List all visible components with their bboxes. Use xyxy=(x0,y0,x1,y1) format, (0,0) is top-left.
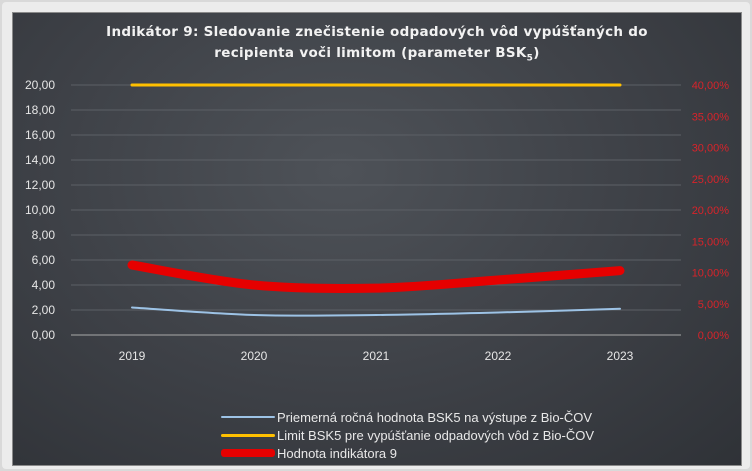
y-left-tick-label: 16,00 xyxy=(25,128,55,142)
y-left-tick-label: 6,00 xyxy=(32,253,56,267)
y-left-tick-label: 18,00 xyxy=(25,103,55,117)
x-tick-label: 2023 xyxy=(607,349,634,363)
chart-title-line2-main: recipienta voči limitom (parameter BSK xyxy=(214,45,527,61)
legend-label-bsk5-limit: Limit BSK5 pre vypúšťanie odpadových vôd… xyxy=(277,427,595,443)
line-chart: 0,00 2,00 4,00 6,00 8,00 10,00 12,00 14,00 16,00… xyxy=(25,78,730,363)
y-left-tick-label: 12,00 xyxy=(25,178,55,192)
y-left-tick-label: 8,00 xyxy=(32,228,56,242)
y-right-tick-label: 0,00% xyxy=(698,330,729,342)
y-right-tick-label: 20,00% xyxy=(692,205,730,217)
legend-label-indicator: Hodnota indikátora 9 xyxy=(277,445,397,461)
y-right-tick-label: 25,00% xyxy=(692,174,730,186)
y-right-tick-label: 15,00% xyxy=(692,236,730,248)
series-line-bsk5-value xyxy=(131,306,621,317)
chart-legend: Priemerná ročná hodnota BSK5 na výstupe … xyxy=(221,408,594,462)
x-tick-label: 2021 xyxy=(363,349,390,363)
y-right-tick-label: 30,00% xyxy=(692,143,730,155)
chart-title-line1: Indikátor 9: Sledovanie znečistenie odpa… xyxy=(106,24,648,40)
y-left-tick-label: 2,00 xyxy=(32,303,56,317)
x-tick-label: 2020 xyxy=(241,349,268,363)
legend-swatch-indicator xyxy=(221,449,275,457)
y-right-tick-label: 40,00% xyxy=(692,80,730,92)
legend-item-bsk5-value: Priemerná ročná hodnota BSK5 na výstupe … xyxy=(221,408,594,426)
x-tick-label: 2019 xyxy=(119,349,146,363)
x-tick-label: 2022 xyxy=(485,349,512,363)
chart-title-line2-end: ) xyxy=(533,45,540,61)
y-left-tick-label: 4,00 xyxy=(32,278,56,292)
y-right-tick-label: 5,00% xyxy=(698,299,729,311)
legend-swatch-bsk5-limit xyxy=(221,433,275,437)
chart-title-subscript: 5 xyxy=(526,53,534,64)
y-left-tick-label: 10,00 xyxy=(25,203,55,217)
legend-label-bsk5-value: Priemerná ročná hodnota BSK5 na výstupe … xyxy=(277,409,593,425)
series-line-indicator xyxy=(127,260,625,294)
y-left-tick-label: 20,00 xyxy=(25,78,55,92)
legend-item-indicator: Hodnota indikátora 9 xyxy=(221,444,594,462)
y-right-tick-label: 35,00% xyxy=(692,111,730,123)
legend-swatch-bsk5-value xyxy=(221,416,275,418)
y-right-tick-label: 10,00% xyxy=(692,268,730,280)
y-left-tick-label: 14,00 xyxy=(25,153,55,167)
chart-panel: Indikátor 9: Sledovanie znečistenie odpa… xyxy=(12,12,742,466)
legend-item-bsk5-limit: Limit BSK5 pre vypúšťanie odpadových vôd… xyxy=(221,426,594,444)
chart-title-line2: recipienta voči limitom (parameter BSK5) xyxy=(13,45,741,64)
y-left-tick-label: 0,00 xyxy=(32,328,56,342)
